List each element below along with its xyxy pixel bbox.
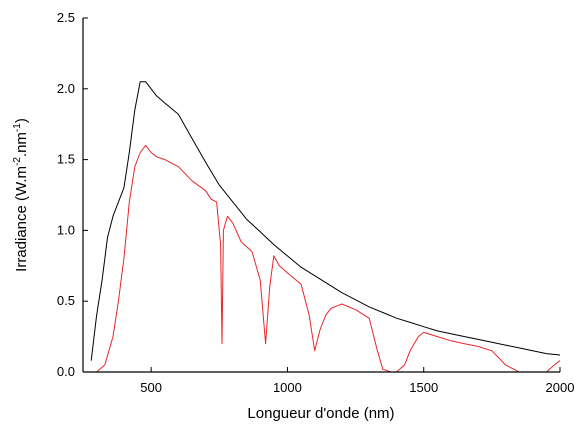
series-line-1 (90, 81, 561, 361)
x-axis-title: Longueur d'onde (nm) (247, 405, 394, 422)
y-tick-label: 0.0 (57, 364, 75, 379)
y-axis-title-suffix: ) (13, 118, 30, 123)
x-tick-label: 2000 (546, 380, 575, 395)
x-tick-label: 1500 (409, 380, 438, 395)
axes-layer (82, 18, 560, 373)
y-axis-title-sup1: -2 (12, 157, 23, 166)
y-tick-label: 2.0 (57, 81, 75, 96)
y-tick-label: 1.0 (57, 222, 75, 237)
y-tick-label: 0.5 (57, 293, 75, 308)
x-tick-label: 500 (140, 380, 162, 395)
x-tick-label: 1000 (273, 380, 302, 395)
y-axis-title-middle: .nm (13, 132, 30, 157)
ticks-layer: 500 1000 1500 2000 0.0 0.5 1.0 1.5 2.0 2.5 (57, 10, 575, 395)
y-axis-title: Irradiance (W.m-2.nm-1) (12, 118, 30, 272)
y-axis-title-prefix: Irradiance (W.m (13, 166, 30, 272)
y-tick-label: 2.5 (57, 10, 75, 25)
series-layer (90, 81, 561, 373)
y-tick-label: 1.5 (57, 152, 75, 167)
y-axis-title-sup2: -1 (12, 123, 23, 132)
series-line-2 (96, 144, 561, 373)
